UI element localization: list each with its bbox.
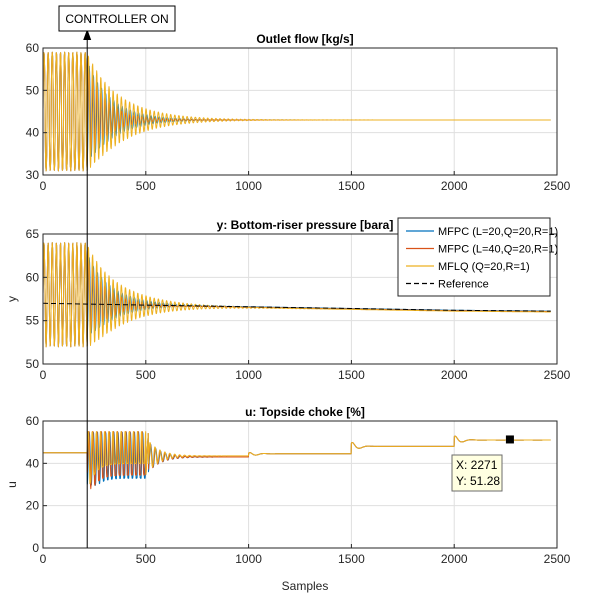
x-tick-label: 2500 (544, 552, 571, 566)
panel-title: u: Topside choke [%] (245, 405, 365, 419)
x-tick-label: 1000 (235, 552, 262, 566)
legend-label: Reference (438, 279, 489, 291)
controller-on-arrow (83, 29, 92, 40)
axes-frame (42, 420, 558, 549)
x-tick-label: 2000 (441, 552, 468, 566)
panel-1: 0 500 1000 1500 2000 2500 30 40 50 60 Outlet flow … (26, 32, 571, 193)
series-mflq (43, 242, 551, 348)
y-tick-label: 60 (26, 41, 40, 55)
datatip[interactable]: X: 2271 Y: 51.28 (451, 454, 503, 492)
panel-title: Outlet flow [kg/s] (256, 32, 353, 46)
controller-on-label: CONTROLLER ON (65, 12, 168, 26)
x-tick-label: 0 (40, 368, 47, 382)
y-axis-label: u (5, 481, 19, 488)
x-axis-label: Samples (282, 579, 329, 593)
datatip-y-label: Y: 51.28 (456, 474, 500, 488)
y-tick-label: 0 (32, 541, 39, 555)
series-group (43, 431, 551, 490)
y-tick-label: 30 (26, 168, 40, 182)
legend: MFPC (L=20,Q=20,R=1) MFPC (L=40,Q=20,R=1)… (397, 217, 558, 297)
x-tick-label: 2000 (441, 179, 468, 193)
axes-frame (42, 233, 558, 365)
x-tick-label: 0 (40, 552, 47, 566)
series-mflq (43, 51, 551, 172)
x-tick-label: 1500 (338, 552, 365, 566)
x-tick-label: 1000 (235, 179, 262, 193)
datatip-marker[interactable] (505, 435, 514, 444)
panel-2: 0 500 1000 1500 2000 2500 50 55 60 65 y: Bottom-ri… (5, 217, 571, 382)
x-tick-label: 0 (40, 179, 47, 193)
y-tick-label: 65 (26, 227, 40, 241)
y-tick-label: 20 (26, 499, 40, 513)
series-group (43, 242, 551, 348)
x-tick-label: 1500 (338, 179, 365, 193)
y-tick-label: 55 (26, 314, 40, 328)
y-tick-label: 50 (26, 83, 40, 97)
x-tick-label: 2000 (441, 368, 468, 382)
legend-label: MFLQ (Q=20,R=1) (438, 261, 530, 273)
x-tick-label: 500 (136, 368, 156, 382)
y-tick-label: 60 (26, 414, 40, 428)
legend-label: MFPC (L=40,Q=20,R=1) (438, 244, 558, 256)
series-group (43, 51, 551, 172)
datatip-box (451, 454, 503, 492)
x-tick-label: 2500 (544, 179, 571, 193)
x-tick-label: 1500 (338, 368, 365, 382)
y-tick-label: 40 (26, 126, 40, 140)
axes-frame (42, 47, 558, 176)
panel-title: y: Bottom-riser pressure [bara] (217, 218, 394, 232)
controller-on-box (58, 5, 176, 32)
y-tick-label: 50 (26, 357, 40, 371)
panel-3: 0 500 1000 1500 2000 2500 0 20 40 60 u: Topside ch… (5, 405, 571, 593)
x-tick-label: 500 (136, 552, 156, 566)
series-mflq (43, 431, 551, 485)
y-tick-label: 60 (26, 270, 40, 284)
x-tick-label: 1000 (235, 368, 262, 382)
y-tick-label: 40 (26, 456, 40, 470)
x-tick-label: 2500 (544, 368, 571, 382)
legend-label: MFPC (L=20,Q=20,R=1) (438, 226, 558, 238)
x-tick-label: 500 (136, 179, 156, 193)
y-axis-label: y (5, 296, 19, 302)
datatip-x-label: X: 2271 (456, 458, 498, 472)
series-reference (43, 302, 551, 312)
